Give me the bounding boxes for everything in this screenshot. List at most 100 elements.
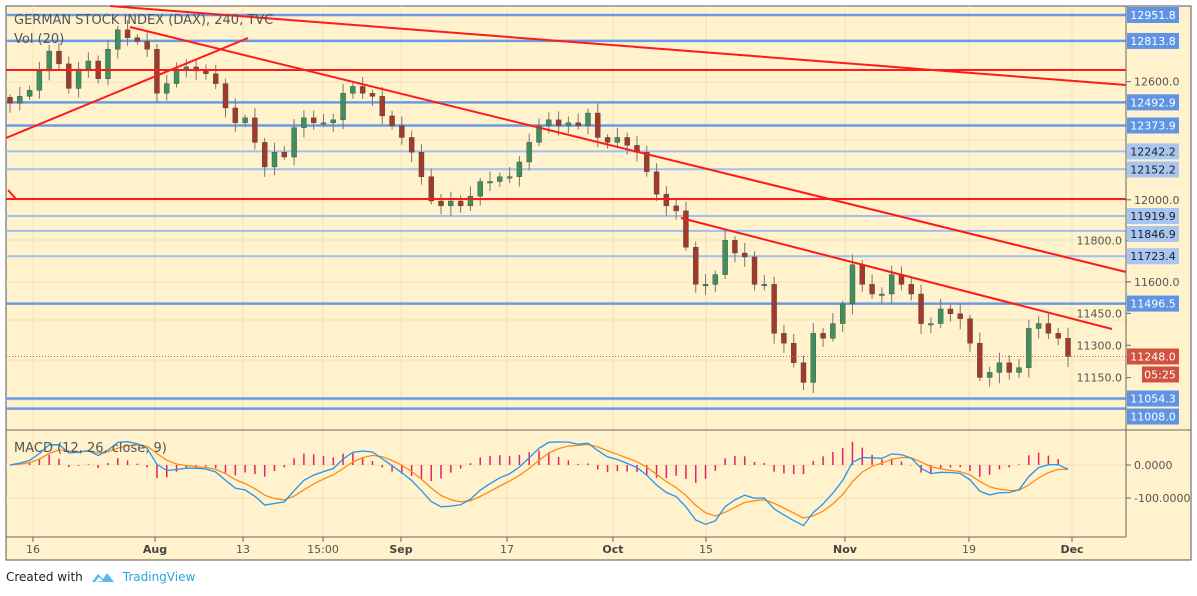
trend-line-short[interactable]	[680, 217, 1113, 330]
candle-up	[115, 29, 121, 50]
tradingview-link[interactable]: TradingView	[122, 570, 196, 584]
time-tick-label: Aug	[143, 543, 167, 556]
candle-up	[301, 117, 307, 128]
candle-down	[310, 117, 317, 123]
trend-lines[interactable]	[5, 5, 1127, 330]
trend-line-rising[interactable]	[5, 37, 249, 139]
macd-pane	[9, 441, 1069, 527]
macd-label[interactable]: MACD (12, 26, close, 9)	[14, 441, 167, 456]
candle-up	[1035, 323, 1042, 329]
candle-up	[477, 181, 483, 197]
candle-up	[75, 68, 82, 89]
macd-signal-line	[9, 443, 1069, 519]
candle-up	[585, 112, 591, 126]
trend-line-stub	[7, 189, 17, 200]
candle-down	[457, 200, 464, 207]
time-tick-label: Oct	[602, 543, 623, 556]
candle-down	[222, 83, 229, 109]
candle-down	[604, 137, 611, 143]
candle-up	[810, 333, 816, 383]
level-label: 12492.9	[1130, 96, 1176, 109]
candle-down	[154, 49, 160, 94]
level-label: 12152.2	[1130, 163, 1176, 176]
price-tick-label: 11450.0	[1077, 307, 1123, 320]
level-label: 11008.0	[1130, 411, 1176, 424]
price-tick-label: 11600.0	[1134, 276, 1180, 289]
candle-down	[957, 313, 963, 319]
chart-canvas[interactable]: GERMAN STOCK INDEX (DAX), 240, TVC Vol (…	[0, 0, 1197, 562]
candle-down	[438, 200, 444, 207]
candle-down	[644, 152, 650, 172]
candle-down	[262, 142, 268, 168]
volume-indicator-label[interactable]: Vol (20)	[14, 32, 64, 47]
candle-down	[213, 73, 219, 84]
candle-up	[467, 195, 474, 207]
level-label-bg	[1127, 390, 1179, 407]
candle-down	[791, 342, 797, 363]
candle-down	[124, 29, 131, 38]
candle-down	[732, 240, 738, 254]
level-label-bg	[1127, 248, 1179, 265]
current-price-label: 11248.0	[1130, 350, 1176, 363]
level-label: 11054.3	[1130, 393, 1176, 406]
candle-down	[683, 210, 689, 248]
bar-countdown: 05:25	[1144, 368, 1176, 381]
chart-title: GERMAN STOCK INDEX (DAX), 240, TVC	[14, 13, 273, 28]
candle-up	[722, 240, 728, 275]
macd-tick-0: 0.0000	[1134, 459, 1173, 472]
candle-down	[751, 256, 758, 285]
macd-tick-1: -100.0000	[1134, 492, 1190, 505]
level-label-bg	[1127, 7, 1179, 23]
candle-down	[359, 86, 366, 94]
candle-down	[869, 284, 875, 295]
time-tick-label: 15	[699, 543, 713, 556]
candle-up	[105, 49, 111, 79]
candle-down	[977, 342, 983, 378]
candle-up	[1026, 328, 1032, 368]
candle-down	[418, 152, 425, 177]
candle-up	[546, 119, 552, 126]
candle-down	[800, 362, 807, 383]
macd-axis: 0.0000 -100.0000	[1126, 459, 1190, 505]
candle-up	[614, 137, 621, 143]
level-labels: 12951.8 12813.8 12492.9 12373.9 12242.2 12152…	[1127, 7, 1179, 425]
tradingview-logo-icon[interactable]	[91, 570, 115, 584]
chart-background	[5, 5, 1192, 561]
time-tick-label: 17	[500, 543, 514, 556]
candle-up	[830, 323, 836, 339]
candle-up	[330, 119, 336, 123]
level-label: 12373.9	[1130, 120, 1176, 133]
candle-up	[702, 284, 709, 287]
level-label-bg	[1127, 208, 1179, 225]
candle-up	[242, 117, 248, 123]
candle-up	[173, 68, 180, 84]
candle-down	[859, 264, 865, 285]
time-tick-label: Nov	[833, 543, 858, 556]
trend-line-long[interactable]	[109, 5, 1127, 86]
candle-down	[134, 37, 141, 42]
candle-down	[693, 247, 699, 285]
footer: Created with TradingView	[6, 570, 195, 584]
level-label-bg	[1127, 94, 1179, 111]
candle-up	[928, 323, 934, 326]
trend-line-mid[interactable]	[129, 26, 1127, 273]
level-label-bg	[1127, 295, 1179, 312]
candle-up	[839, 303, 846, 324]
candle-down	[947, 308, 954, 314]
price-tick-label: 12000.0	[1134, 194, 1180, 207]
candle-up	[497, 176, 503, 182]
level-label: 11496.5	[1130, 298, 1176, 311]
candle-down	[281, 152, 287, 158]
candle-down	[232, 107, 239, 123]
candle-up	[164, 83, 170, 94]
time-tick-label: 13	[236, 543, 250, 556]
candle-down	[7, 97, 13, 104]
candle-up	[526, 142, 532, 163]
candle-down	[144, 41, 150, 50]
candle-up	[516, 161, 523, 177]
time-tick-label: Sep	[389, 543, 412, 556]
candle-down	[820, 333, 826, 339]
level-label-bg	[1127, 117, 1179, 134]
price-axis[interactable]: 12600.0 12000.0 11800.0 11600.0 11450.0 11300…	[1077, 76, 1180, 385]
time-axis[interactable]: 16 Aug 13 15:00 Sep 17 Oct 15 Nov 19 Dec	[26, 537, 1084, 556]
